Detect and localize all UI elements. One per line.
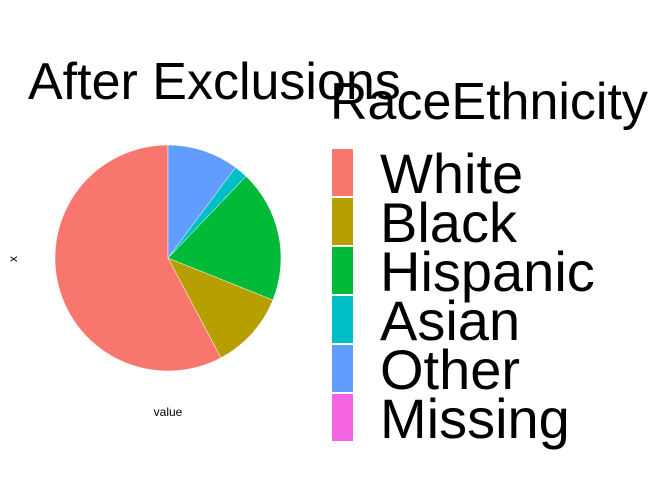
legend-label-hispanic: Hispanic xyxy=(380,240,595,303)
legend-label-missing: Missing xyxy=(380,387,570,450)
chart-title: After Exclusions xyxy=(28,53,401,111)
pie-slices xyxy=(54,144,282,372)
legend-key-missing xyxy=(332,394,353,441)
legend-key-black xyxy=(332,198,353,245)
legend-key-hispanic xyxy=(332,247,353,294)
legend-label-other: Other xyxy=(380,338,520,401)
legend-label-asian: Asian xyxy=(380,289,520,352)
legend-label-white: White xyxy=(380,142,523,205)
x-axis-label: value xyxy=(154,405,183,419)
pie-slice-other xyxy=(167,144,236,259)
legend-label-black: Black xyxy=(380,191,518,254)
legend-key-asian xyxy=(332,296,353,343)
pie-slice-hispanic xyxy=(167,175,282,301)
pie-slice-black xyxy=(167,257,274,359)
y-axis-label: x xyxy=(6,256,20,262)
legend-key-white xyxy=(332,149,353,196)
legend-title: RaceEthnicity xyxy=(330,73,648,131)
legend-key-other xyxy=(332,345,353,392)
pie-slice-white xyxy=(54,144,222,372)
